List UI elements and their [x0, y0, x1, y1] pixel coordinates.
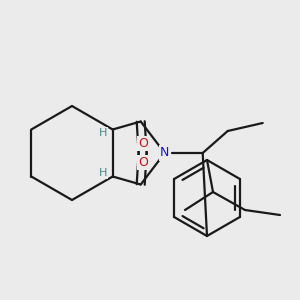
Text: H: H: [98, 167, 107, 178]
Text: H: H: [98, 128, 107, 139]
Text: O: O: [138, 137, 148, 150]
Text: N: N: [160, 146, 169, 160]
Text: O: O: [138, 156, 148, 169]
